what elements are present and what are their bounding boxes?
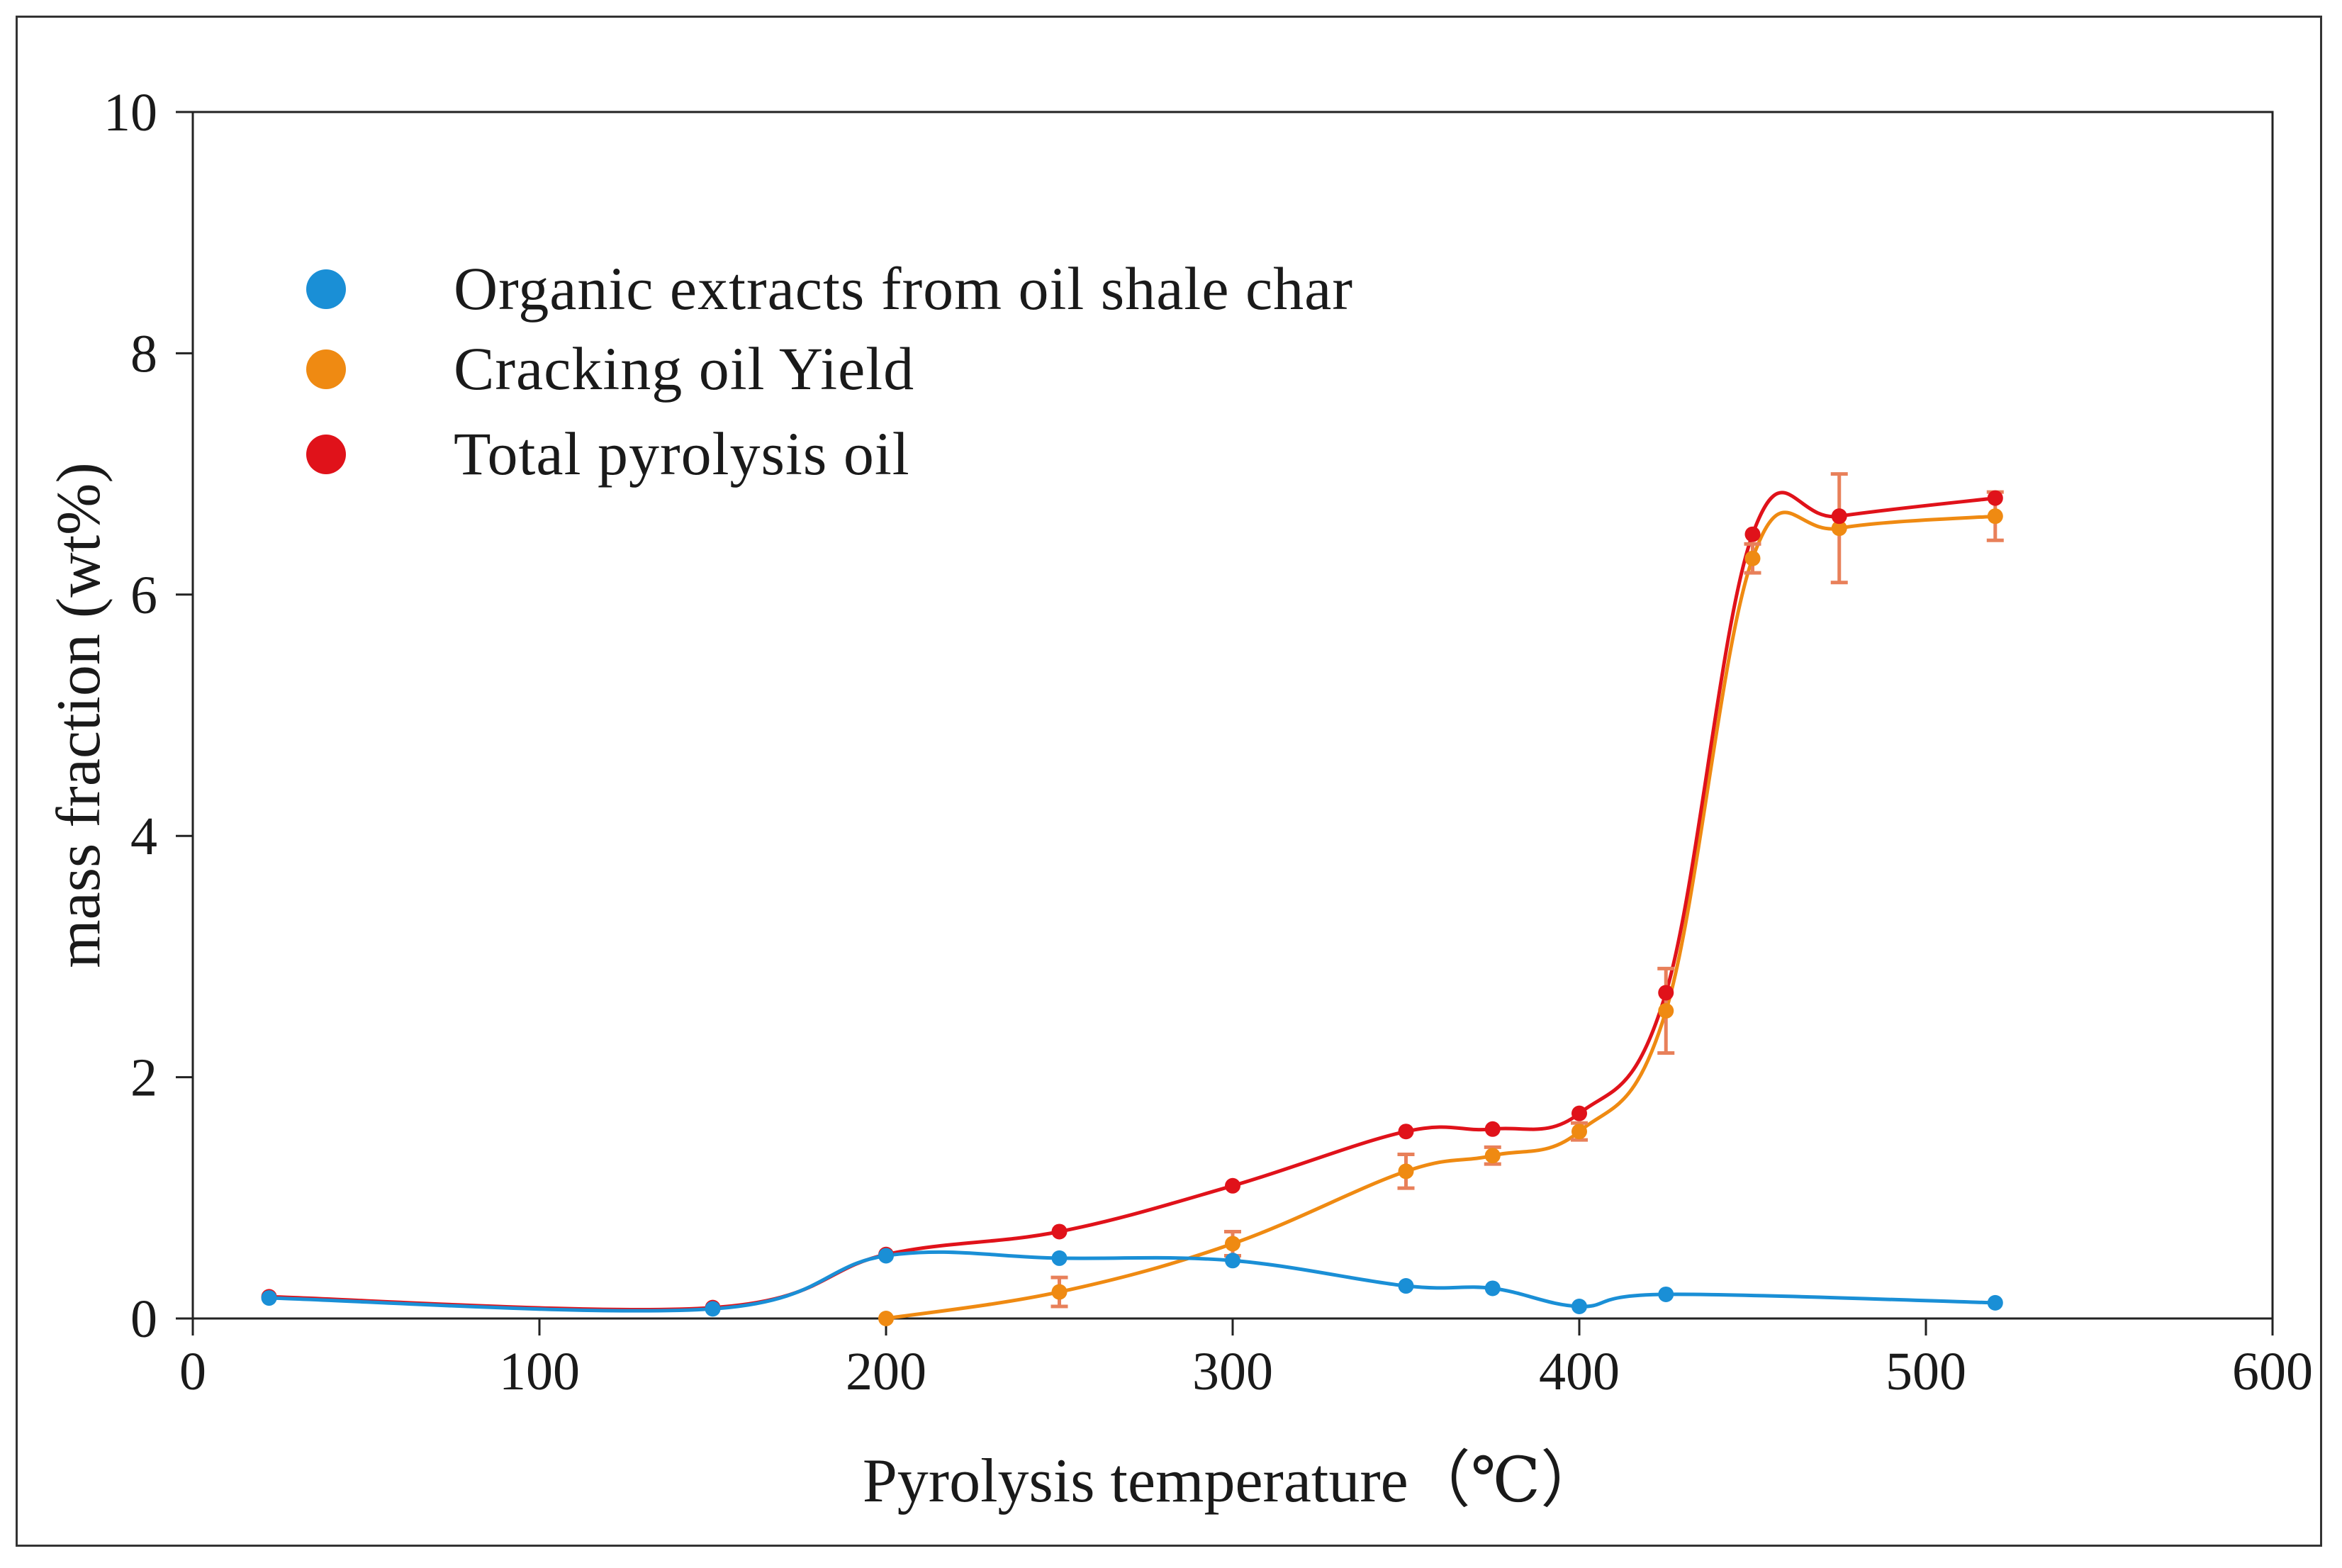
series-0-point-5 xyxy=(1398,1278,1414,1294)
series-2-point-8 xyxy=(1658,985,1674,1001)
x-tick-label-0: 0 xyxy=(179,1342,206,1401)
series-1-point-2 xyxy=(1225,1236,1240,1252)
legend-marker-2 xyxy=(306,435,346,474)
series-0-point-9 xyxy=(1987,1294,2003,1311)
series-1-point-1 xyxy=(1051,1284,1068,1300)
series-0-markers xyxy=(261,1248,2003,1317)
legend-entry-1: Cracking oil Yield xyxy=(306,335,914,403)
x-tick-label-100: 100 xyxy=(499,1342,580,1401)
series-0 xyxy=(269,1250,1995,1313)
x-tick-label-300: 300 xyxy=(1192,1342,1273,1401)
series-2-point-11 xyxy=(1987,490,2003,506)
series-0-point-0 xyxy=(261,1290,277,1306)
series-2-markers xyxy=(261,490,2003,1316)
y-tick-label-2: 2 xyxy=(130,1048,157,1108)
x-axis-title: Pyrolysis temperature（℃） xyxy=(863,1447,1603,1516)
series-2-point-9 xyxy=(1744,526,1761,542)
series-2-point-5 xyxy=(1398,1124,1414,1140)
series-layer xyxy=(261,472,2004,1326)
x-tick-label-200: 200 xyxy=(846,1342,926,1401)
series-2-point-6 xyxy=(1484,1121,1501,1137)
y-tick-label-10: 10 xyxy=(103,83,157,142)
series-1-line xyxy=(885,510,1995,1321)
axes: 0 100 200 300 400 500 600 0 2 4 6 8 10 Pyrolysis temp… xyxy=(45,83,2313,1516)
series-1-point-5 xyxy=(1571,1124,1587,1140)
y-tick-label-4: 4 xyxy=(130,807,157,866)
series-1-point-8 xyxy=(1831,520,1847,537)
series-0-point-2 xyxy=(878,1248,894,1264)
series-1 xyxy=(885,510,1995,1321)
legend-label-0: Organic extracts from oil shale char xyxy=(454,254,1353,323)
series-0-point-8 xyxy=(1658,1286,1674,1302)
series-2-point-3 xyxy=(1051,1223,1068,1240)
series-2-point-10 xyxy=(1831,508,1847,525)
series-2-point-7 xyxy=(1571,1105,1587,1121)
series-0-point-4 xyxy=(1225,1253,1240,1269)
series-1-point-0 xyxy=(878,1311,894,1326)
y-tick-label-8: 8 xyxy=(130,324,157,383)
series-1-point-6 xyxy=(1658,1002,1674,1019)
series-1-point-7 xyxy=(1744,550,1761,566)
series-0-point-7 xyxy=(1571,1298,1587,1314)
series-2-point-4 xyxy=(1225,1177,1240,1194)
legend-entry-0: Organic extracts from oil shale char xyxy=(306,254,1353,323)
series-0-point-1 xyxy=(705,1301,721,1317)
x-tick-label-600: 600 xyxy=(2232,1342,2313,1401)
series-1-point-9 xyxy=(1987,508,2003,525)
legend-marker-1 xyxy=(306,349,346,389)
series-0-point-3 xyxy=(1051,1250,1068,1266)
legend-label-1: Cracking oil Yield xyxy=(454,335,914,403)
y-tick-label-6: 6 xyxy=(130,566,157,625)
series-0-line xyxy=(269,1250,1995,1313)
series-1-point-4 xyxy=(1484,1148,1501,1164)
x-tick-label-400: 400 xyxy=(1539,1342,1620,1401)
legend-label-2: Total pyrolysis oil xyxy=(454,420,910,488)
legend: Organic extracts from oil shale char Crac… xyxy=(306,254,1353,488)
y-tick-label-0: 0 xyxy=(130,1289,157,1349)
series-1-point-3 xyxy=(1398,1163,1414,1180)
legend-entry-2: Total pyrolysis oil xyxy=(306,420,910,488)
figure-frame xyxy=(16,16,2322,1547)
legend-marker-0 xyxy=(306,269,346,309)
y-axis-title: mass fraction (wt%) xyxy=(45,462,113,968)
series-1-markers xyxy=(878,472,2004,1326)
x-tick-label-500: 500 xyxy=(1886,1342,1966,1401)
series-0-point-6 xyxy=(1484,1280,1501,1297)
